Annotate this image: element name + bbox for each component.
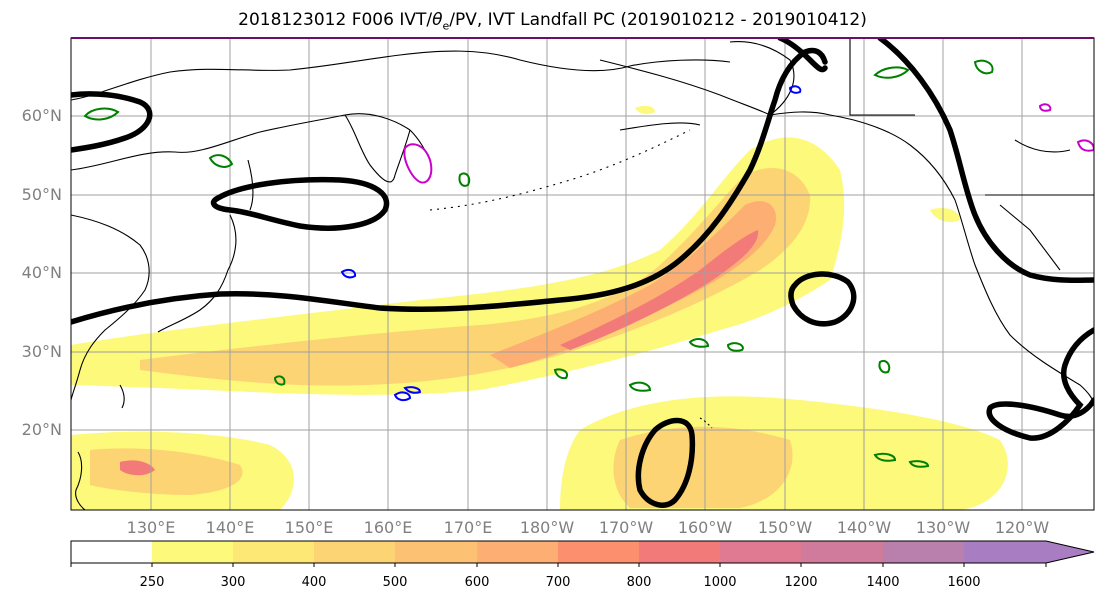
- ivt-shading: [71, 105, 1008, 510]
- colorbar-tick-1600: 1600: [947, 575, 981, 590]
- lon-label-150w: 150°W: [757, 518, 813, 537]
- colorbar-bin-9: [801, 541, 883, 563]
- colorbar-bin-10: [883, 541, 964, 563]
- colorbar-tick-800: 800: [626, 575, 652, 590]
- colorbar-tick-300: 300: [220, 575, 246, 590]
- lon-label-170w: 170°W: [598, 518, 654, 537]
- colorbar-bin-4: [395, 541, 477, 563]
- colorbar-bin-2: [233, 541, 314, 563]
- colorbar-bin-3: [314, 541, 395, 563]
- colorbar-bin-0: [71, 541, 152, 563]
- colorbar-outline: [70, 540, 1095, 564]
- colorbar-extend-arrow: [1046, 541, 1094, 563]
- lon-label-170e: 170°E: [443, 518, 493, 537]
- colorbar-tick-600: 600: [464, 575, 490, 590]
- title-prefix: 2018123012 F006 IVT/: [238, 10, 433, 30]
- theta-subscript: e: [442, 19, 450, 33]
- colorbar-bin-6: [558, 541, 639, 563]
- lon-label-160w: 160°W: [677, 518, 733, 537]
- colorbar-tick-1200: 1200: [784, 575, 818, 590]
- colorbar-bin-1: [152, 541, 233, 563]
- ivt-patch-north: [635, 105, 655, 115]
- colorbar-tick-700: 700: [545, 575, 571, 590]
- colorbar-bin-7: [639, 541, 720, 563]
- lon-label-130e: 130°E: [126, 518, 176, 537]
- lat-label-50n: 50°N: [21, 185, 62, 204]
- theta-e-east: [877, 38, 1094, 284]
- ivt-patch-east: [930, 208, 960, 222]
- colorbar-tick-1000: 1000: [703, 575, 737, 590]
- ivt-band-southwest-core: [90, 448, 243, 495]
- lat-label-40n: 40°N: [21, 263, 62, 282]
- pv-contours: [83, 59, 994, 468]
- lon-label-140w: 140°W: [836, 518, 892, 537]
- colorbar: [70, 540, 1095, 567]
- pv-magenta-contours: [403, 103, 1094, 184]
- map-title: 2018123012 F006 IVT/θe/PV, IVT Landfall …: [0, 10, 1105, 32]
- lon-label-130w: 130°W: [915, 518, 971, 537]
- colorbar-bin-11: [964, 541, 1046, 563]
- theta-e-north: [777, 38, 828, 73]
- title-suffix: /PV, IVT Landfall PC (2019010212 - 20190…: [449, 10, 867, 30]
- colorbar-tick-250: 250: [139, 575, 165, 590]
- lat-label-30n: 30°N: [21, 342, 62, 361]
- theta-e-main: [71, 47, 828, 325]
- ivt-band-southwest-max: [120, 460, 155, 476]
- colorbar-tick-500: 500: [382, 575, 408, 590]
- lon-label-140e: 140°E: [205, 518, 255, 537]
- ivt-band-inner: [490, 201, 776, 368]
- ivt-band-west: [71, 137, 845, 395]
- lon-label-180w: 180°W: [519, 518, 575, 537]
- theta-symbol: θ: [432, 10, 443, 30]
- lat-label-60n: 60°N: [21, 106, 62, 125]
- theta-e-southeast: [986, 327, 1094, 441]
- colorbar-tick-400: 400: [301, 575, 327, 590]
- theta-e-loop-south: [635, 417, 696, 508]
- lon-label-160e: 160°E: [363, 518, 413, 537]
- lon-label-120w: 120°W: [994, 518, 1050, 537]
- theta-e-loop-east: [788, 271, 857, 327]
- theta-e-contours: [71, 38, 1094, 508]
- theta-e-loop-okhotsk: [210, 176, 390, 231]
- pv-negative-contours: [340, 85, 802, 402]
- lat-label-20n: 20°N: [21, 420, 62, 439]
- colorbar-tick-1400: 1400: [866, 575, 900, 590]
- colorbar-bin-5: [477, 541, 558, 563]
- ivt-band-max: [560, 230, 759, 350]
- ivt-band-south-core: [613, 426, 793, 508]
- colorbar-bin-8: [720, 541, 801, 563]
- theta-e-nw: [71, 91, 153, 153]
- lon-label-150e: 150°E: [284, 518, 334, 537]
